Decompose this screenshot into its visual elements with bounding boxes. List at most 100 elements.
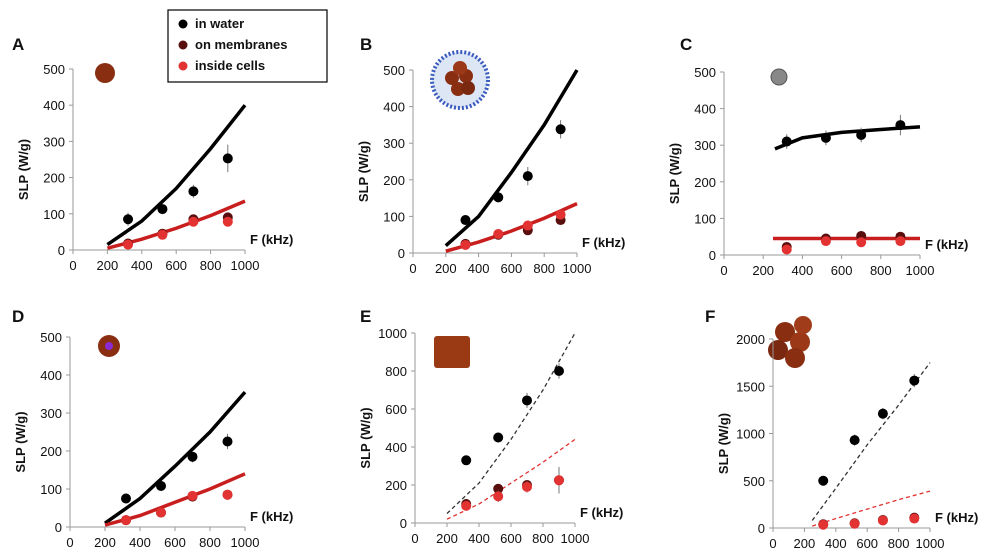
data-point — [461, 500, 472, 511]
x-tick-label: 0 — [409, 261, 416, 276]
x-tick-label: 0 — [769, 536, 776, 551]
data-point — [222, 153, 233, 164]
data-point — [895, 236, 906, 247]
x-tick-label: 0 — [720, 263, 727, 278]
particle-icon — [95, 63, 115, 83]
fit-curve — [446, 332, 576, 514]
data-point — [493, 228, 504, 239]
data-point — [156, 480, 166, 491]
y-tick-label: 100 — [383, 209, 405, 224]
panel-label: D — [12, 307, 24, 326]
x-tick-label: 600 — [165, 258, 187, 273]
y-tick-label: 100 — [694, 211, 716, 226]
panel-label: F — [705, 307, 715, 326]
y-tick-label: 0 — [758, 521, 765, 536]
data-point — [877, 408, 888, 419]
y-tick-label: 200 — [383, 173, 405, 188]
data-point — [909, 513, 920, 524]
legend-label: inside cells — [195, 58, 265, 73]
fit-curve — [106, 104, 247, 247]
x-axis-label: F (kHz) — [935, 510, 978, 525]
x-tick-label: 400 — [825, 536, 847, 551]
x-tick-label: 400 — [129, 535, 151, 550]
x-tick-label: 200 — [794, 536, 816, 551]
y-tick-label: 0 — [398, 246, 405, 261]
y-tick-label: 400 — [43, 98, 65, 113]
x-tick-label: 1000 — [906, 263, 935, 278]
data-point — [121, 493, 131, 504]
data-point — [820, 132, 831, 143]
x-tick-label: 600 — [831, 263, 853, 278]
data-point — [460, 239, 471, 250]
panel-label: E — [360, 307, 371, 326]
y-tick-label: 200 — [694, 175, 716, 190]
data-point — [554, 475, 564, 486]
x-tick-label: 200 — [94, 535, 116, 550]
data-point — [849, 518, 860, 529]
legend-marker — [178, 61, 188, 71]
x-tick-label: 0 — [411, 531, 418, 546]
y-tick-label: 600 — [385, 402, 407, 417]
x-tick-label: 800 — [888, 536, 910, 551]
x-tick-label: 600 — [164, 535, 186, 550]
x-tick-label: 1000 — [561, 531, 590, 546]
data-point — [555, 209, 566, 220]
liposome-icon — [430, 50, 490, 110]
x-tick-label: 800 — [870, 263, 892, 278]
data-point — [554, 366, 564, 376]
legend-label: on membranes — [195, 37, 287, 52]
legend-label: in water — [195, 16, 244, 31]
y-tick-label: 300 — [383, 136, 405, 151]
data-point — [849, 435, 860, 446]
data-point — [493, 432, 504, 443]
data-point — [856, 129, 867, 140]
y-tick-label: 400 — [40, 368, 62, 383]
y-axis-label: SLP (W/g) — [13, 411, 28, 472]
fit-curve — [444, 69, 579, 247]
data-point — [123, 239, 134, 250]
data-point — [156, 507, 166, 518]
x-tick-label: 400 — [131, 258, 153, 273]
y-tick-label: 500 — [40, 330, 62, 345]
x-tick-label: 1000 — [563, 261, 592, 276]
x-tick-label: 200 — [436, 531, 458, 546]
y-tick-label: 200 — [43, 171, 65, 186]
fit-curve — [812, 490, 931, 527]
x-tick-label: 800 — [200, 258, 222, 273]
x-axis-label: F (kHz) — [925, 237, 968, 252]
y-tick-label: 200 — [40, 444, 62, 459]
y-tick-label: 400 — [385, 440, 407, 455]
data-point — [781, 244, 792, 255]
y-tick-label: 800 — [385, 364, 407, 379]
data-point — [522, 220, 533, 231]
legend-box — [167, 9, 328, 83]
x-tick-label: 800 — [199, 535, 221, 550]
data-point — [222, 216, 233, 227]
x-tick-label: 200 — [752, 263, 774, 278]
x-tick-label: 600 — [500, 531, 522, 546]
legend-marker — [178, 40, 188, 50]
y-tick-label: 300 — [40, 406, 62, 421]
y-tick-label: 300 — [43, 134, 65, 149]
x-axis-label: F (kHz) — [250, 509, 293, 524]
y-tick-label: 0 — [58, 243, 65, 258]
x-tick-label: 1000 — [916, 536, 945, 551]
x-tick-label: 400 — [468, 261, 490, 276]
data-point — [555, 124, 566, 135]
fit-curve — [103, 390, 247, 525]
y-axis-label: SLP (W/g) — [716, 413, 731, 474]
y-tick-label: 500 — [743, 474, 765, 489]
y-axis-label: SLP (W/g) — [356, 141, 371, 202]
x-tick-label: 200 — [97, 258, 119, 273]
y-tick-label: 400 — [383, 100, 405, 115]
data-point — [188, 216, 199, 227]
y-tick-label: 100 — [40, 482, 62, 497]
y-tick-label: 0 — [709, 248, 716, 263]
data-point — [157, 204, 168, 215]
data-point — [188, 186, 199, 197]
data-point — [818, 475, 829, 486]
data-point — [856, 237, 867, 248]
x-tick-label: 600 — [856, 536, 878, 551]
particle-icon — [770, 68, 788, 86]
legend-marker — [178, 19, 188, 29]
